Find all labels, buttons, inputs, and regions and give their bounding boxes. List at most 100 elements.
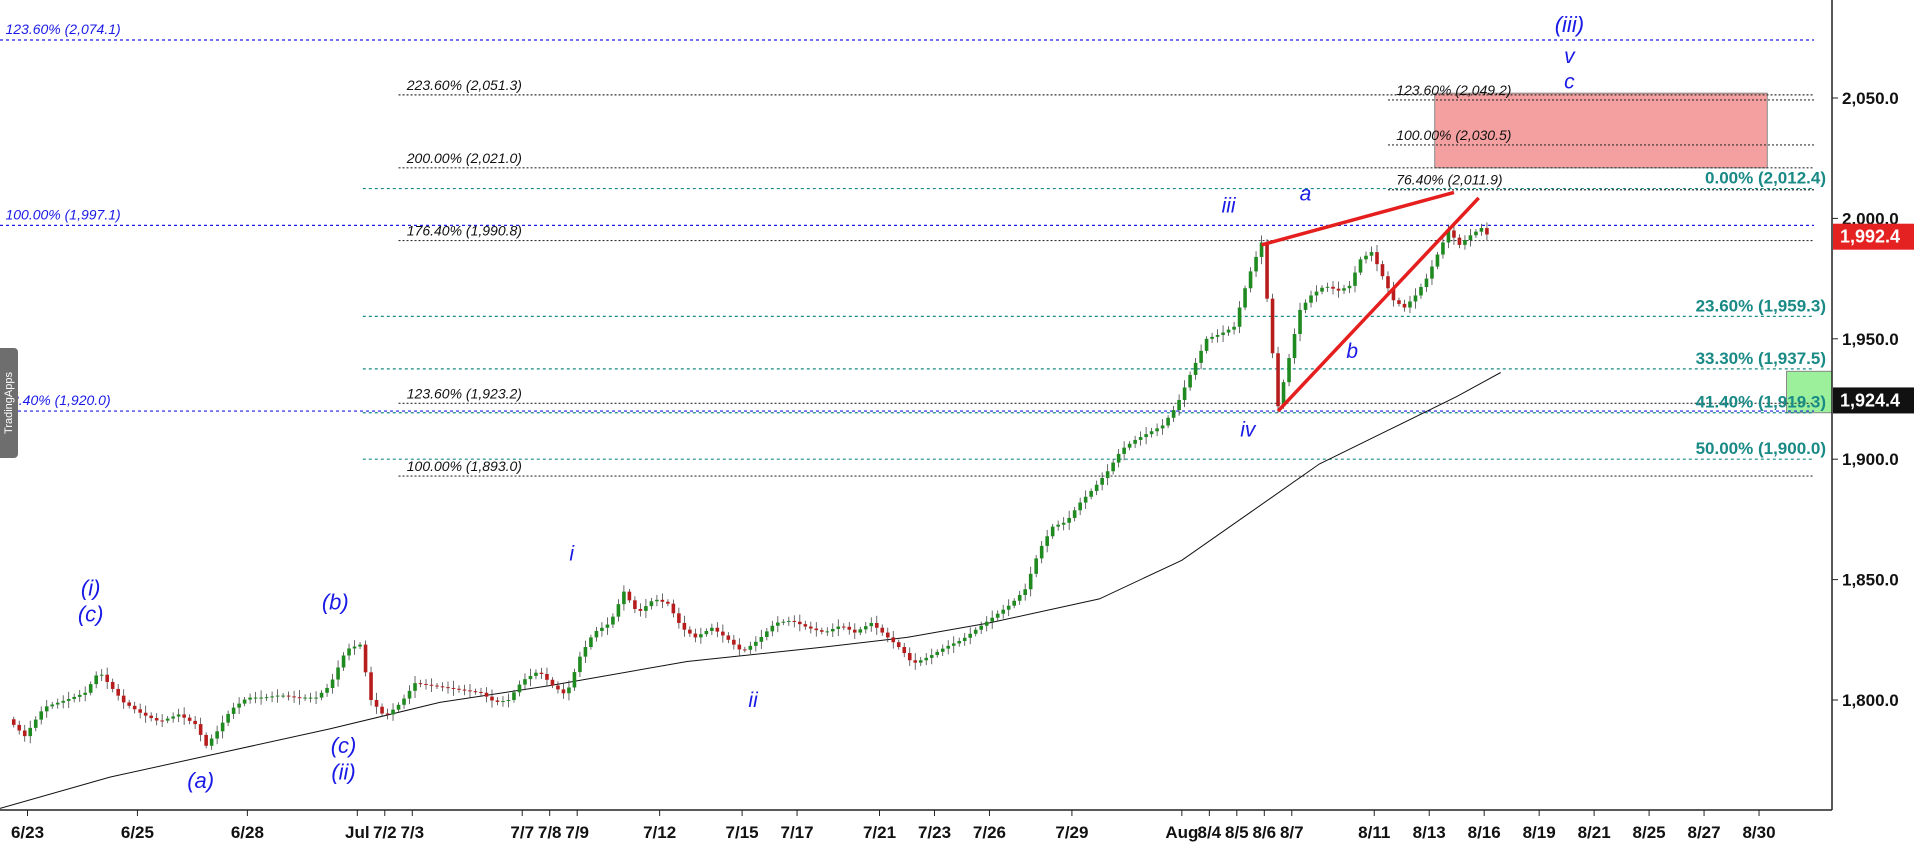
- candle-body: [1210, 336, 1214, 339]
- candle: [297, 690, 302, 705]
- candle: [99, 669, 104, 682]
- candle: [1479, 223, 1484, 236]
- date-tick-label: 7/8: [538, 823, 562, 842]
- fib-label: 3.40% (1,920.0): [11, 392, 111, 408]
- candle: [792, 615, 797, 628]
- candle-body: [297, 697, 302, 699]
- candle: [325, 683, 329, 697]
- candle-body: [836, 626, 841, 629]
- candle: [1210, 332, 1214, 343]
- candle-body: [33, 719, 38, 728]
- candle: [770, 620, 775, 637]
- wave-label: (ii): [331, 759, 355, 784]
- candle-body: [946, 645, 951, 649]
- wedge-trendline: [1261, 190, 1455, 247]
- candle-body: [231, 707, 236, 714]
- candle-body: [1303, 302, 1308, 310]
- candle: [682, 615, 687, 637]
- candle: [1430, 260, 1434, 285]
- candle: [666, 599, 670, 607]
- candle: [1369, 246, 1374, 262]
- candle-body: [1012, 600, 1016, 606]
- candle-body: [495, 700, 500, 702]
- candle-body: [517, 684, 522, 693]
- candle: [11, 716, 16, 728]
- candle-body: [1100, 477, 1104, 485]
- candle-body: [918, 660, 923, 663]
- candle-body: [407, 690, 412, 699]
- candle: [523, 673, 527, 691]
- candle-body: [72, 696, 77, 699]
- candle-body: [1045, 536, 1049, 546]
- candle-body: [1435, 254, 1440, 267]
- candle: [1105, 464, 1110, 486]
- candle: [1193, 358, 1198, 380]
- candle-body: [578, 656, 582, 673]
- candle-body: [1457, 237, 1462, 245]
- date-tick-label: 8/5: [1225, 823, 1249, 842]
- candle-body: [248, 697, 252, 700]
- candle-body: [803, 624, 808, 627]
- candle-body: [858, 629, 863, 633]
- candle: [1039, 541, 1044, 564]
- candle-body: [182, 714, 186, 718]
- candle-body: [1155, 428, 1159, 432]
- date-tick-label: 8/19: [1523, 823, 1556, 842]
- candle-body: [286, 695, 291, 697]
- date-tick-label: 8/13: [1413, 823, 1446, 842]
- candle-body: [616, 604, 621, 617]
- candle-body: [1408, 301, 1412, 308]
- candle-body: [704, 630, 709, 635]
- candle-body: [187, 717, 192, 721]
- candle-body: [1364, 255, 1368, 260]
- date-tick-label: 7/17: [781, 823, 814, 842]
- fib-label: 50.00% (1,900.0): [1696, 439, 1826, 458]
- candle: [1006, 599, 1011, 617]
- candle-body: [638, 608, 643, 611]
- candle-body: [913, 660, 918, 663]
- price-tick-label: 1,800.0: [1842, 691, 1899, 710]
- candle: [858, 626, 863, 636]
- date-tick-label: 7/9: [565, 823, 589, 842]
- candle: [1424, 273, 1429, 292]
- candle-body: [1215, 334, 1220, 337]
- fib-label: 123.60% (2,074.1): [5, 21, 120, 37]
- candle-body: [567, 687, 571, 694]
- candle-body: [561, 689, 566, 694]
- candle-body: [649, 601, 654, 607]
- candle-body: [380, 706, 384, 714]
- candle: [352, 640, 357, 655]
- candle-body: [363, 644, 368, 673]
- candle-body: [671, 603, 676, 614]
- candle: [583, 640, 588, 664]
- candle: [973, 627, 978, 637]
- candle: [1386, 271, 1390, 294]
- candle: [17, 720, 22, 735]
- candle-body: [1314, 291, 1319, 296]
- candle-body: [44, 706, 49, 712]
- candle: [1199, 344, 1203, 370]
- candle-body: [1149, 431, 1154, 435]
- candle: [836, 619, 841, 637]
- candle: [979, 621, 984, 634]
- candle-body: [1430, 266, 1434, 279]
- candle-body: [121, 695, 126, 703]
- date-tick-label: 7/21: [863, 823, 896, 842]
- candle-body: [1078, 502, 1082, 511]
- candle-body: [677, 613, 681, 623]
- candle-body: [127, 702, 131, 706]
- wave-label: (b): [322, 590, 349, 615]
- candle: [198, 717, 203, 742]
- candle: [1133, 435, 1137, 448]
- candle: [984, 616, 989, 632]
- candle: [1419, 283, 1423, 299]
- candle: [429, 678, 434, 692]
- candle-body: [171, 716, 175, 719]
- date-tick-label: 7/26: [973, 823, 1006, 842]
- price-tick-label: 1,950.0: [1842, 330, 1899, 349]
- candle-body: [1105, 471, 1110, 478]
- candle: [1259, 235, 1264, 265]
- candle-body: [1237, 307, 1242, 327]
- candle-body: [501, 700, 505, 702]
- candle-body: [165, 718, 170, 721]
